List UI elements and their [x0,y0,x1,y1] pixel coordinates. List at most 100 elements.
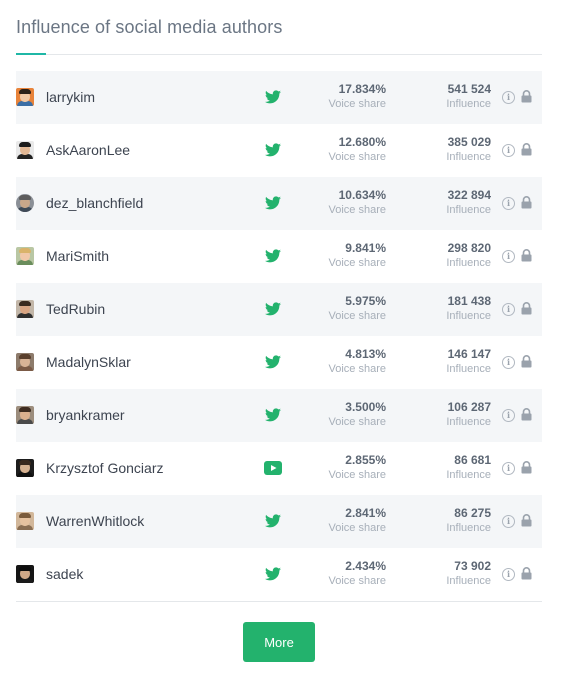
avatar [16,459,34,477]
author-row[interactable]: MadalynSklar 4.813% Voice share 146 147 Infl… [16,336,542,389]
voice-share-label: Voice share [328,257,386,269]
influence-value: 322 894 [447,188,491,202]
author-row[interactable]: larrykim 17.834% Voice share 541 524 Influen… [16,71,542,124]
panel-title: Influence of social media authors [16,17,283,37]
lock-icon[interactable] [521,461,532,474]
info-icon[interactable]: i [502,197,515,210]
author-row[interactable]: AskAaronLee 12.680% Voice share 385 029 Infl… [16,124,542,177]
voice-share-label: Voice share [328,469,386,481]
influence-label: Influence [446,416,491,428]
twitter-icon [264,142,282,158]
title-divider [16,54,542,55]
influence-label: Influence [446,257,491,269]
author-name[interactable]: MariSmith [46,248,110,264]
info-icon[interactable]: i [502,91,515,104]
lock-icon[interactable] [521,514,532,527]
lock-icon[interactable] [521,143,532,156]
author-row[interactable]: TedRubin 5.975% Voice share 181 438 Influenc… [16,283,542,336]
twitter-icon [264,89,282,105]
influence-value: 73 902 [454,559,491,573]
avatar [16,300,34,318]
influence-label: Influence [446,310,491,322]
influence-label: Influence [446,204,491,216]
influence-label: Influence [446,151,491,163]
voice-share-label: Voice share [328,363,386,375]
influence-label: Influence [446,469,491,481]
info-icon[interactable]: i [502,515,515,528]
author-row[interactable]: bryankramer 3.500% Voice share 106 287 Influ… [16,389,542,442]
influence-value: 86 681 [454,453,491,467]
influence-value: 298 820 [447,241,491,255]
voice-share-value: 9.841% [345,241,386,255]
voice-share-value: 2.841% [345,506,386,520]
twitter-icon [264,248,282,264]
lock-icon[interactable] [521,567,532,580]
avatar [16,247,34,265]
voice-share-value: 2.434% [345,559,386,573]
influence-label: Influence [446,575,491,587]
voice-share-label: Voice share [328,522,386,534]
youtube-icon [264,460,282,476]
info-icon[interactable]: i [502,462,515,475]
influence-value: 106 287 [447,400,491,414]
twitter-icon [264,195,282,211]
author-name[interactable]: WarrenWhitlock [46,513,145,529]
info-icon[interactable]: i [502,356,515,369]
voice-share-label: Voice share [328,204,386,216]
influence-label: Influence [446,363,491,375]
authors-panel: Influence of social media authors larryk… [16,0,542,680]
author-row[interactable]: dez_blanchfield 10.634% Voice share 322 894… [16,177,542,230]
author-name[interactable]: dez_blanchfield [46,195,144,211]
author-name[interactable]: bryankramer [46,407,125,423]
twitter-icon [264,513,282,529]
title-accent-bar [16,53,46,55]
avatar [16,406,34,424]
voice-share-label: Voice share [328,151,386,163]
info-icon[interactable]: i [502,409,515,422]
voice-share-value: 4.813% [345,347,386,361]
info-icon[interactable]: i [502,303,515,316]
lock-icon[interactable] [521,355,532,368]
influence-label: Influence [446,522,491,534]
author-name[interactable]: AskAaronLee [46,142,131,158]
twitter-icon [264,301,282,317]
voice-share-label: Voice share [328,416,386,428]
list-divider [16,601,542,602]
author-name[interactable]: Krzysztof Gonciarz [46,460,164,476]
lock-icon[interactable] [521,408,532,421]
more-button[interactable]: More [243,622,315,662]
author-name[interactable]: larrykim [46,89,95,105]
author-name[interactable]: MadalynSklar [46,354,131,370]
lock-icon[interactable] [521,249,532,262]
author-row[interactable]: Krzysztof Gonciarz 2.855% Voice share 86 68… [16,442,542,495]
voice-share-value: 5.975% [345,294,386,308]
author-name[interactable]: sadek [46,566,84,582]
authors-list: larrykim 17.834% Voice share 541 524 Influen… [16,71,542,601]
influence-label: Influence [446,98,491,110]
author-name[interactable]: TedRubin [46,301,106,317]
avatar [16,194,34,212]
voice-share-value: 3.500% [345,400,386,414]
twitter-icon [264,566,282,582]
influence-value: 385 029 [447,135,491,149]
avatar [16,353,34,371]
influence-value: 541 524 [447,82,491,96]
twitter-icon [264,354,282,370]
voice-share-value: 17.834% [338,82,386,96]
info-icon[interactable]: i [502,144,515,157]
voice-share-label: Voice share [328,98,386,110]
info-icon[interactable]: i [502,250,515,263]
twitter-icon [264,407,282,423]
info-icon[interactable]: i [502,568,515,581]
lock-icon[interactable] [521,90,532,103]
lock-icon[interactable] [521,302,532,315]
author-row[interactable]: sadek 2.434% Voice share 73 902 Influence i [16,548,542,601]
voice-share-value: 2.855% [345,453,386,467]
author-row[interactable]: WarrenWhitlock 2.841% Voice share 86 275 Inf… [16,495,542,548]
influence-value: 86 275 [454,506,491,520]
lock-icon[interactable] [521,196,532,209]
author-row[interactable]: MariSmith 9.841% Voice share 298 820 Influen… [16,230,542,283]
voice-share-value: 10.634% [338,188,386,202]
avatar [16,512,34,530]
influence-value: 181 438 [447,294,491,308]
